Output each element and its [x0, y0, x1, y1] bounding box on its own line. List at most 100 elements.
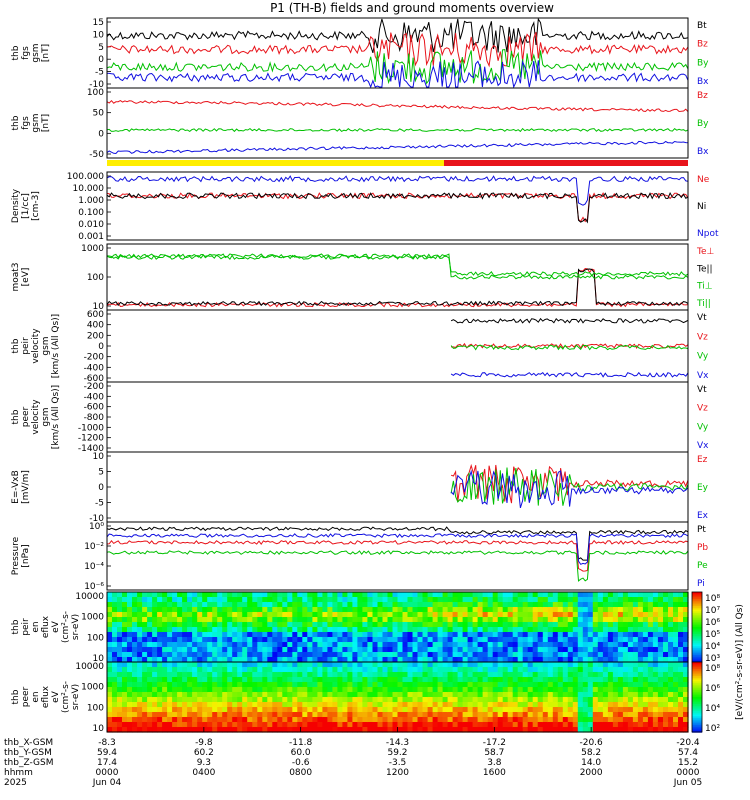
heatmap-cell	[282, 602, 288, 608]
heatmap-cell	[642, 662, 649, 668]
heatmap-cell	[252, 632, 258, 638]
heatmap-cell	[552, 622, 559, 628]
heatmap-cell	[302, 612, 308, 618]
heatmap-cell	[462, 722, 469, 728]
heatmap-cell	[222, 597, 228, 603]
heatmap-cell	[212, 687, 218, 693]
heatmap-cell	[457, 612, 464, 618]
heatmap-cell	[247, 662, 253, 668]
colorbar-frame	[691, 661, 703, 733]
heatmap-cell	[642, 702, 649, 708]
heatmap-cell	[668, 657, 674, 663]
heatmap-cell	[357, 617, 363, 623]
heatmap-cell	[477, 662, 484, 668]
heatmap-cell	[557, 682, 564, 688]
heatmap-cell	[357, 727, 363, 733]
heatmap-cell	[482, 617, 489, 623]
heatmap-cell	[673, 677, 679, 683]
heatmap-cell	[627, 717, 634, 723]
heatmap-cell	[487, 657, 494, 663]
heatmap-cell	[683, 622, 689, 628]
heatmap-cell	[607, 697, 614, 703]
heatmap-cell	[597, 592, 604, 598]
heatmap-cell	[307, 717, 313, 723]
ylabel-line: [cm-3]	[31, 191, 41, 221]
heatmap-cell	[582, 697, 589, 703]
heatmap-cell	[397, 727, 404, 733]
heatmap-cell	[187, 622, 193, 628]
heatmap-cell	[197, 642, 203, 648]
heatmap-cell	[342, 702, 348, 708]
heatmap-cell	[357, 722, 363, 728]
heatmap-cell	[477, 667, 484, 673]
heatmap-cell	[207, 687, 213, 693]
heatmap-cell	[597, 717, 604, 723]
heatmap-cell	[557, 712, 564, 718]
heatmap-cell	[647, 597, 654, 603]
heatmap-cell	[177, 597, 183, 603]
heatmap-cell	[663, 692, 669, 698]
heatmap-cell	[522, 612, 529, 618]
heatmap-cell	[277, 727, 283, 733]
heatmap-cell	[437, 717, 444, 723]
heatmap-cell	[232, 687, 238, 693]
heatmap-cell	[678, 627, 684, 633]
heatmap-cell	[157, 602, 163, 608]
heatmap-cell	[527, 697, 534, 703]
heatmap-cell	[527, 602, 534, 608]
heatmap-cell	[612, 627, 619, 633]
heatmap-cell	[292, 692, 298, 698]
heatmap-cell	[252, 617, 258, 623]
heatmap-cell	[307, 597, 313, 603]
heatmap-cell	[392, 632, 399, 638]
heatmap-cell	[357, 662, 363, 668]
heatmap-cell	[587, 717, 594, 723]
heatmap-cell	[417, 637, 424, 643]
heatmap-cell	[427, 652, 434, 658]
heatmap-cell	[442, 637, 449, 643]
heatmap-cell	[552, 627, 559, 633]
heatmap-cell	[663, 662, 669, 668]
heatmap-cell	[172, 597, 178, 603]
heatmap-cell	[467, 692, 474, 698]
heatmap-cell	[642, 647, 649, 653]
heatmap-cell	[492, 617, 499, 623]
heatmap-cell	[417, 662, 424, 668]
heatmap-cell	[252, 637, 258, 643]
heatmap-cell	[617, 687, 624, 693]
heatmap-cell	[592, 722, 599, 728]
colorbar-cell	[692, 721, 702, 724]
series-line-By	[106, 127, 689, 133]
heatmap-cell	[417, 682, 424, 688]
heatmap-cell	[167, 617, 173, 623]
heatmap-cell	[507, 602, 514, 608]
tick-label: 10⁻⁴	[84, 562, 104, 572]
heatmap-cell	[247, 712, 253, 718]
heatmap-cell	[632, 667, 639, 673]
heatmap-cell	[612, 592, 619, 598]
heatmap-cell	[542, 707, 549, 713]
heatmap-cell	[132, 692, 138, 698]
heatmap-cell	[502, 697, 509, 703]
heatmap-cell	[352, 722, 358, 728]
heatmap-cell	[372, 727, 379, 733]
heatmap-cell	[647, 622, 654, 628]
heatmap-cell	[257, 637, 263, 643]
heatmap-cell	[532, 612, 539, 618]
heatmap-cell	[302, 717, 308, 723]
heatmap-cell	[182, 622, 188, 628]
heatmap-cell	[362, 727, 368, 733]
heatmap-cell	[112, 657, 118, 663]
heatmap-cell	[527, 612, 534, 618]
heatmap-cell	[402, 637, 409, 643]
heatmap-cell	[177, 662, 183, 668]
heatmap-cell	[627, 712, 634, 718]
heatmap-cell	[678, 592, 684, 598]
x-tick-label: -3.5	[389, 758, 407, 768]
heatmap-cell	[332, 647, 338, 653]
heatmap-cell	[367, 672, 373, 678]
heatmap-cell	[162, 592, 168, 598]
heatmap-cell	[602, 617, 609, 623]
heatmap-cell	[302, 652, 308, 658]
